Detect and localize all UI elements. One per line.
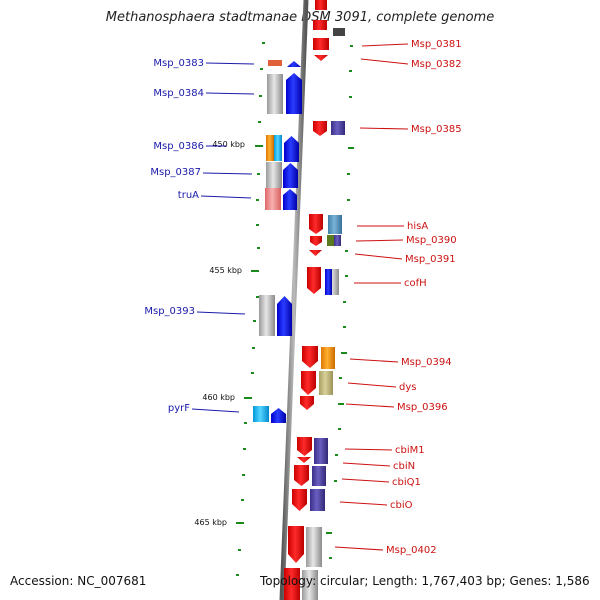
gene-label-Msp_0383[interactable]: Msp_0383 [153,58,255,69]
gene-name: Msp_0383 [153,58,204,69]
gene-name: Msp_0386 [153,141,204,152]
gene-name: Msp_0393 [144,306,195,317]
genome-info-text: Topology: circular; Length: 1,767,403 bp… [260,574,590,588]
gene-label-Msp_0381[interactable]: Msp_0381 [361,39,462,50]
scale-dots-right [326,45,354,559]
gene-label-Msp_0385[interactable]: Msp_0385 [359,124,462,135]
gene-name: cofH [404,278,427,289]
gene-name: cbiM1 [395,445,425,456]
gene-label-Msp_0391[interactable]: Msp_0391 [354,253,456,265]
gene-label-cbiM1[interactable]: cbiM1 [344,445,425,456]
scale-label: 465 kbp [194,518,227,527]
scale-label: 455 kbp [209,266,242,275]
gene-label-Msp_0382[interactable]: Msp_0382 [360,58,462,70]
gene-name: Msp_0384 [153,88,204,99]
gene-name: truA [178,190,199,201]
gene-label-hisA[interactable]: hisA [357,221,428,232]
gene-name: pyrF [168,403,190,414]
gene-name: Msp_0402 [386,545,437,556]
gene-label-truA[interactable]: truA [178,190,252,201]
gene-label-dys[interactable]: dys [347,382,416,393]
genome-title: Methanosphaera stadtmanae DSM 3091, comp… [105,10,495,25]
gene-label-cbiQ1[interactable]: cbiQ1 [341,477,421,488]
gene-name: Msp_0394 [401,357,452,368]
gene-name: Msp_0385 [411,124,462,135]
scale-label: 450 kbp [212,140,245,149]
gene-name: cbiQ1 [392,477,421,488]
gene-name: cbiN [393,461,415,472]
gene-label-Msp_0393[interactable]: Msp_0393 [144,306,246,317]
scale-tick-465: 465 kbp [194,518,244,527]
gene-name: dys [399,382,416,393]
gene-name: Msp_0387 [150,167,201,178]
gene-label-Msp_0390[interactable]: Msp_0390 [355,235,457,246]
gene-label-Msp_0394[interactable]: Msp_0394 [349,357,452,368]
gene-label-Msp_0387[interactable]: Msp_0387 [150,167,253,178]
gene-label-cofH[interactable]: cofH [354,278,427,289]
gene-name: Msp_0382 [411,59,462,70]
gene-name: hisA [407,221,428,232]
gene-label-Msp_0384[interactable]: Msp_0384 [153,88,255,99]
gene-label-cbiO[interactable]: cbiO [339,500,413,511]
gene-arrows-forward [284,0,345,600]
scale-tick-455: 455 kbp [209,266,259,275]
gene-label-pyrF[interactable]: pyrF [168,403,240,414]
scale-tick-460: 460 kbp [202,393,252,402]
gene-label-Msp_0402[interactable]: Msp_0402 [334,545,437,556]
scale-label: 460 kbp [202,393,235,402]
gene-name: Msp_0381 [411,39,462,50]
gene-name: Msp_0391 [405,254,456,265]
gene-name: Msp_0390 [406,235,457,246]
scale-dots-left [236,42,265,576]
gene-name: cbiO [390,500,413,511]
gene-name: Msp_0396 [397,402,448,413]
gene-label-cbiN[interactable]: cbiN [342,461,415,472]
gene-label-Msp_0396[interactable]: Msp_0396 [345,402,448,413]
gene-label-Msp_0386[interactable]: Msp_0386 [153,141,226,152]
accession-text: Accession: NC_007681 [10,574,147,588]
gene-arrows-reverse [253,60,302,423]
scale-tick-450: 450 kbp [212,140,263,149]
